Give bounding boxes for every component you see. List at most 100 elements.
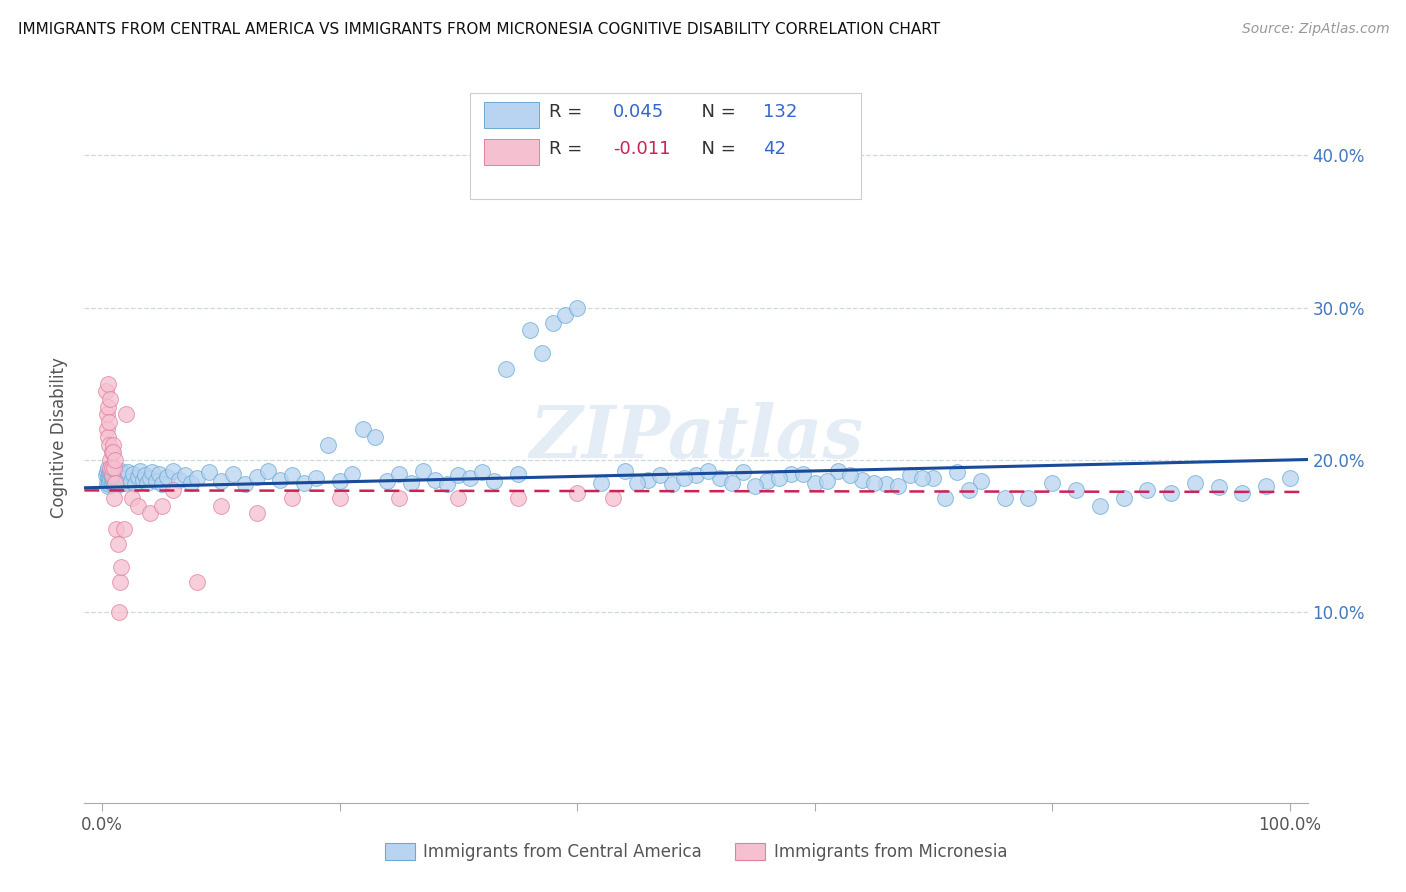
Text: N =: N =	[690, 140, 741, 158]
Point	[156, 469, 179, 483]
Point	[567, 301, 589, 315]
Point	[744, 479, 766, 493]
Point	[115, 471, 138, 485]
Point	[129, 464, 152, 478]
Point	[613, 464, 636, 478]
Point	[922, 471, 945, 485]
Point	[101, 475, 124, 489]
Point	[111, 473, 134, 487]
Point	[471, 465, 494, 479]
Text: IMMIGRANTS FROM CENTRAL AMERICA VS IMMIGRANTS FROM MICRONESIA COGNITIVE DISABILI: IMMIGRANTS FROM CENTRAL AMERICA VS IMMIG…	[18, 22, 941, 37]
Point	[1136, 483, 1159, 498]
Point	[839, 468, 862, 483]
Point	[222, 467, 245, 481]
Text: N =: N =	[690, 103, 741, 120]
Point	[94, 384, 117, 399]
Point	[1088, 499, 1111, 513]
Point	[112, 468, 135, 483]
Point	[148, 467, 170, 481]
Point	[98, 467, 121, 481]
Point	[117, 465, 139, 479]
Point	[100, 468, 122, 483]
Point	[100, 469, 122, 483]
Point	[100, 473, 122, 487]
Point	[305, 471, 328, 485]
Point	[650, 468, 672, 483]
Point	[388, 467, 411, 481]
Point	[108, 574, 131, 589]
Point	[94, 468, 117, 483]
Point	[733, 465, 755, 479]
Point	[316, 438, 339, 452]
Point	[756, 475, 779, 489]
Point	[141, 465, 163, 479]
Point	[103, 460, 125, 475]
Point	[120, 475, 142, 489]
Point	[124, 477, 146, 491]
Point	[162, 483, 184, 498]
Point	[97, 471, 120, 485]
Point	[329, 475, 352, 489]
Point	[245, 469, 267, 483]
Point	[180, 475, 202, 490]
Point	[970, 475, 993, 489]
Point	[661, 477, 683, 491]
Point	[934, 491, 956, 505]
Point	[97, 430, 120, 444]
Point	[97, 479, 120, 493]
Point	[150, 499, 173, 513]
Point	[436, 477, 458, 491]
Point	[98, 438, 121, 452]
Point	[340, 467, 363, 481]
Point	[134, 468, 156, 483]
Point	[104, 453, 127, 467]
Point	[96, 475, 118, 490]
Point	[257, 464, 280, 478]
Point	[887, 479, 910, 493]
Point	[103, 464, 125, 478]
Point	[105, 475, 128, 490]
Point	[519, 323, 541, 337]
Point	[104, 475, 127, 490]
Point	[554, 308, 576, 322]
Point	[103, 469, 125, 483]
Point	[100, 460, 122, 475]
Point	[100, 453, 122, 467]
Point	[637, 473, 659, 487]
Point	[101, 465, 124, 479]
Point	[269, 473, 291, 487]
Point	[104, 468, 127, 483]
Point	[100, 475, 122, 490]
Point	[169, 473, 191, 487]
Point	[447, 468, 470, 483]
Point	[602, 491, 624, 505]
Point	[673, 471, 696, 485]
Point	[122, 467, 145, 481]
Point	[780, 467, 803, 481]
Point	[460, 471, 482, 485]
Point	[105, 471, 128, 485]
Point	[910, 471, 932, 485]
Point	[110, 464, 132, 478]
Y-axis label: Cognitive Disability: Cognitive Disability	[51, 357, 69, 517]
Point	[1208, 480, 1230, 494]
Point	[97, 376, 120, 391]
Point	[110, 559, 132, 574]
Point	[174, 468, 197, 483]
Point	[447, 491, 470, 505]
Point	[792, 467, 814, 481]
Point	[100, 445, 122, 459]
Legend: Immigrants from Central America, Immigrants from Micronesia: Immigrants from Central America, Immigra…	[378, 836, 1014, 868]
Point	[101, 467, 124, 481]
Point	[1184, 475, 1206, 490]
Point	[136, 475, 159, 490]
Point	[103, 477, 125, 491]
Point	[281, 491, 304, 505]
Point	[803, 475, 825, 490]
Point	[98, 477, 121, 491]
Point	[506, 491, 529, 505]
Point	[233, 477, 256, 491]
Text: R =: R =	[550, 140, 588, 158]
Point	[1112, 491, 1135, 505]
Point	[97, 400, 120, 414]
